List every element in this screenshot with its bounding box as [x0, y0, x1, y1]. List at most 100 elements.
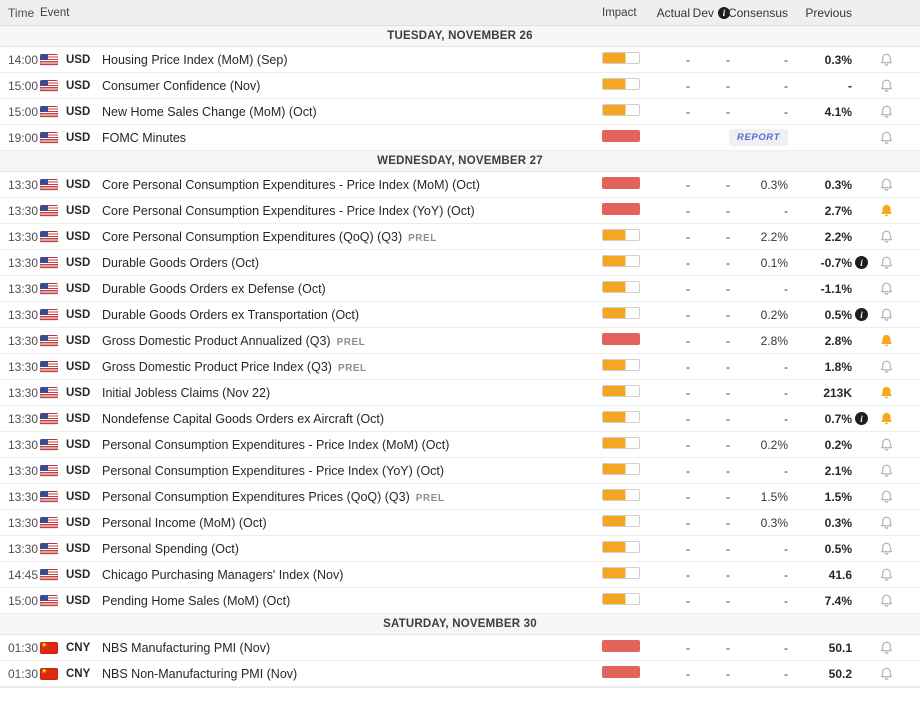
report-link[interactable]: REPORT [728, 129, 788, 146]
us-flag-icon [40, 438, 58, 451]
previous-value: 7.4% [824, 593, 852, 608]
actual-value: - [686, 515, 690, 530]
impact-medium-indicator [602, 488, 640, 501]
alert-bell-active-icon[interactable] [879, 411, 894, 426]
previous-value: 2.1% [824, 463, 852, 478]
info-icon[interactable] [855, 308, 868, 321]
event-row: 13:30 USD Personal Consumption Expenditure… [0, 458, 920, 484]
event-time: 13:30 [8, 411, 39, 426]
event-title[interactable]: Personal Consumption Expenditures Prices… [102, 489, 410, 504]
event-title[interactable]: Core Personal Consumption Expenditures -… [102, 177, 480, 192]
alert-bell-active-icon[interactable] [879, 385, 894, 400]
consensus-value: - [784, 52, 788, 67]
alert-bell-icon[interactable] [879, 52, 894, 67]
event-title[interactable]: Core Personal Consumption Expenditures (… [102, 229, 403, 244]
event-title[interactable]: Housing Price Index (MoM) (Sep) [102, 52, 288, 67]
actual-value: - [686, 177, 690, 192]
event-title[interactable]: New Home Sales Change (MoM) (Oct) [102, 104, 317, 119]
us-flag-icon [40, 131, 58, 144]
alert-bell-icon[interactable] [879, 541, 894, 556]
table-header: Time Event Impact Actual Dev Consensus P… [0, 0, 920, 26]
previous-value: 0.2% [824, 437, 852, 452]
event-title[interactable]: FOMC Minutes [102, 130, 187, 145]
currency-code: USD [66, 256, 91, 269]
event-title[interactable]: Durable Goods Orders (Oct) [102, 255, 259, 270]
event-title[interactable]: NBS Non-Manufacturing PMI (Nov) [102, 666, 298, 681]
alert-bell-icon[interactable] [879, 489, 894, 504]
calendar-body: TUESDAY, NOVEMBER 26 14:00 USD Housing Pric… [0, 26, 920, 687]
dev-info-icon[interactable] [718, 6, 730, 19]
alert-bell-icon[interactable] [879, 567, 894, 582]
alert-bell-icon[interactable] [879, 229, 894, 244]
impact-medium-indicator [602, 514, 640, 527]
alert-bell-icon[interactable] [879, 255, 894, 270]
currency-code: USD [66, 178, 91, 191]
impact-medium-indicator [602, 77, 640, 90]
event-title[interactable]: Personal Consumption Expenditures - Pric… [102, 463, 445, 478]
impact-high-indicator [602, 639, 640, 652]
previous-value: - [848, 78, 852, 93]
deviation-value: - [726, 567, 730, 582]
alert-bell-icon[interactable] [879, 104, 894, 119]
previous-value: 2.2% [824, 229, 852, 244]
event-title[interactable]: Consumer Confidence (Nov) [102, 78, 261, 93]
event-title[interactable]: Chicago Purchasing Managers' Index (Nov) [102, 567, 344, 582]
impact-medium-indicator [602, 410, 640, 423]
event-title[interactable]: NBS Manufacturing PMI (Nov) [102, 640, 271, 655]
day-title: SATURDAY, NOVEMBER 30 [383, 618, 537, 630]
event-row: 13:30 USD Initial Jobless Claims (Nov 22) -… [0, 380, 920, 406]
impact-high-indicator [602, 665, 640, 678]
deviation-value: - [726, 640, 730, 655]
previous-value: 1.5% [824, 489, 852, 504]
alert-bell-icon[interactable] [879, 281, 894, 296]
alert-bell-icon[interactable] [879, 515, 894, 530]
event-title[interactable]: Personal Consumption Expenditures - Pric… [102, 437, 450, 452]
alert-bell-icon[interactable] [879, 437, 894, 452]
event-time: 13:30 [8, 385, 39, 400]
economic-calendar: Time Event Impact Actual Dev Consensus P… [0, 0, 920, 688]
event-row: 13:30 USD Personal Consumption Expenditure… [0, 484, 920, 510]
alert-bell-icon[interactable] [879, 177, 894, 192]
event-title[interactable]: Nondefense Capital Goods Orders ex Aircr… [102, 411, 385, 426]
us-flag-icon [40, 594, 58, 607]
alert-bell-icon[interactable] [879, 593, 894, 608]
us-flag-icon [40, 308, 58, 321]
event-row: 13:30 USD Personal Consumption Expenditure… [0, 432, 920, 458]
impact-medium-indicator [602, 254, 640, 267]
event-title[interactable]: Personal Spending (Oct) [102, 541, 239, 556]
alert-bell-icon[interactable] [879, 666, 894, 681]
info-icon[interactable] [855, 256, 868, 269]
col-header-time: Time [8, 5, 35, 20]
event-title[interactable]: Gross Domestic Product Annualized (Q3) [102, 333, 331, 348]
event-title[interactable]: Durable Goods Orders ex Transportation (… [102, 307, 360, 322]
alert-bell-icon[interactable] [879, 307, 894, 322]
us-flag-icon [40, 105, 58, 118]
actual-value: - [686, 640, 690, 655]
consensus-value: - [784, 640, 788, 655]
alert-bell-active-icon[interactable] [879, 333, 894, 348]
impact-medium-indicator [602, 280, 640, 293]
consensus-value: 0.1% [760, 255, 788, 270]
actual-value: - [686, 541, 690, 556]
alert-bell-icon[interactable] [879, 463, 894, 478]
alert-bell-icon[interactable] [879, 78, 894, 93]
event-title[interactable]: Pending Home Sales (MoM) (Oct) [102, 593, 291, 608]
alert-bell-icon[interactable] [879, 640, 894, 655]
currency-code: USD [66, 334, 91, 347]
info-icon[interactable] [855, 412, 868, 425]
impact-medium-indicator [602, 540, 640, 553]
previous-value: 0.7% [824, 411, 852, 426]
actual-value: - [686, 281, 690, 296]
currency-code: USD [66, 438, 91, 451]
us-flag-icon [40, 516, 58, 529]
event-title[interactable]: Core Personal Consumption Expenditures -… [102, 203, 475, 218]
alert-bell-active-icon[interactable] [879, 203, 894, 218]
alert-bell-icon[interactable] [879, 359, 894, 374]
event-title[interactable]: Durable Goods Orders ex Defense (Oct) [102, 281, 326, 296]
event-title[interactable]: Gross Domestic Product Price Index (Q3) [102, 359, 332, 374]
alert-bell-icon[interactable] [879, 130, 894, 145]
event-title[interactable]: Personal Income (MoM) (Oct) [102, 515, 267, 530]
event-row: 01:30 CNY NBS Non-Manufacturing PMI (Nov) -… [0, 661, 920, 687]
event-title[interactable]: Initial Jobless Claims (Nov 22) [102, 385, 271, 400]
previous-value: 0.3% [824, 177, 852, 192]
